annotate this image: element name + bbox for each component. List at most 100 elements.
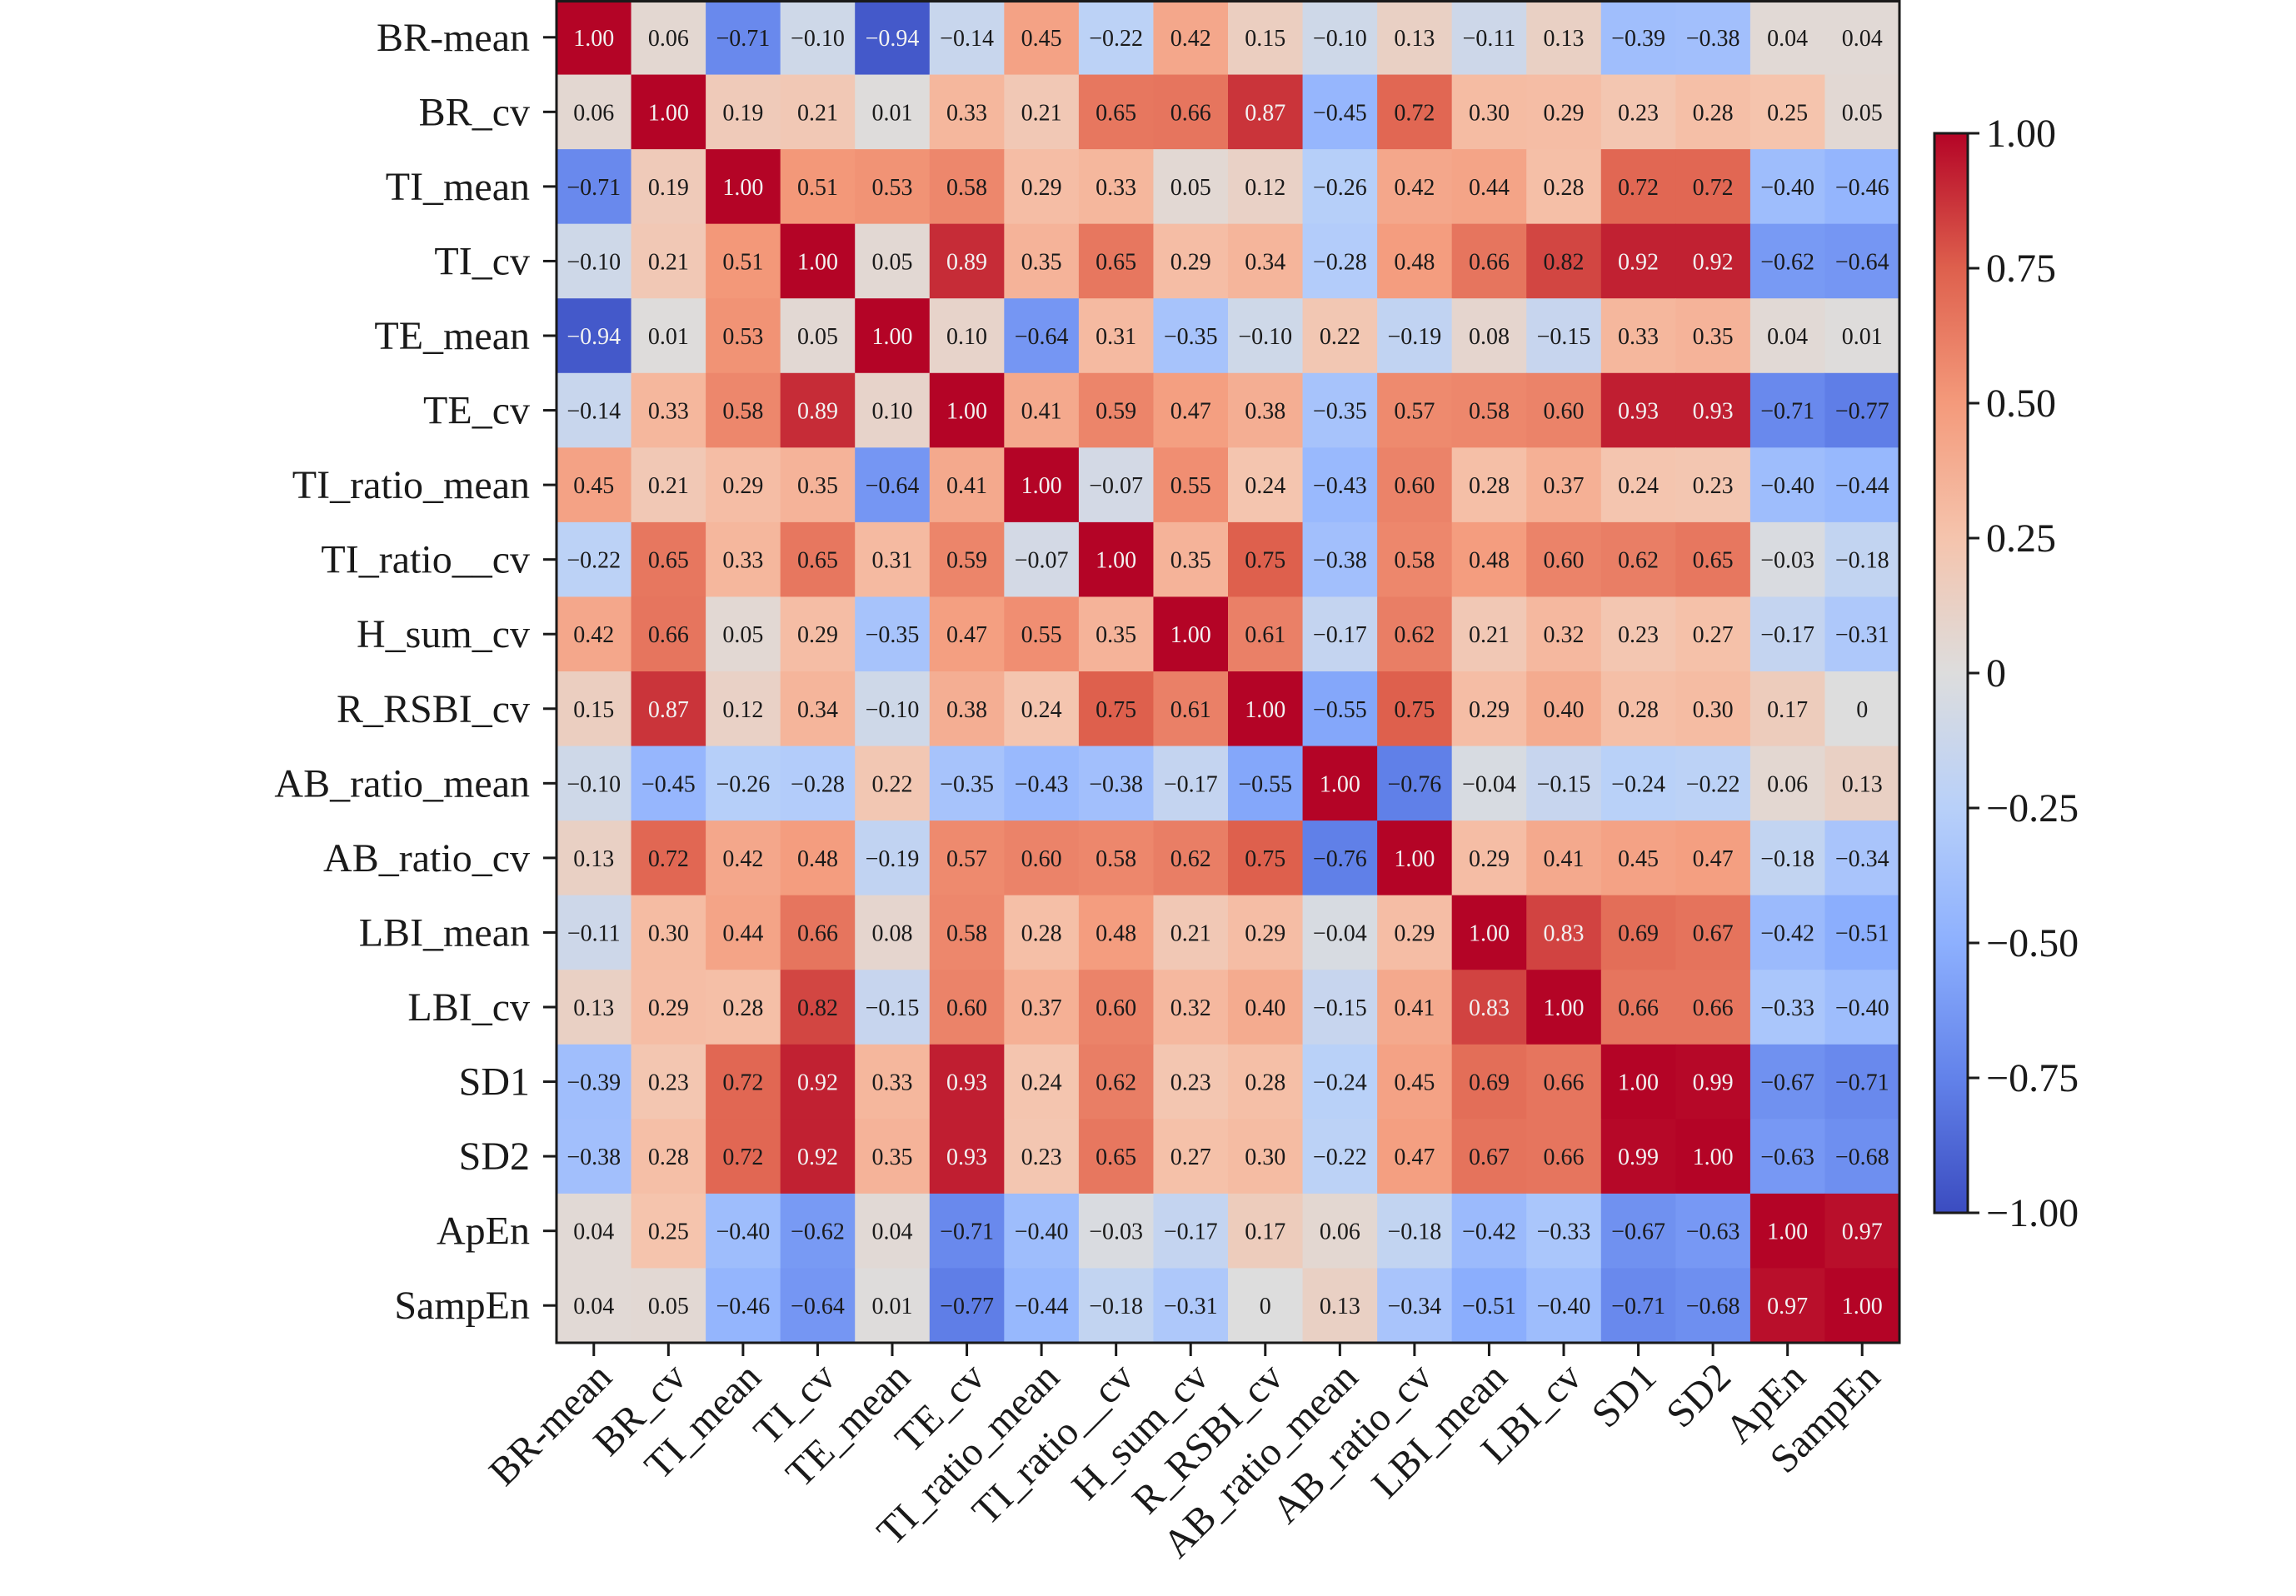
heatmap-cell (1749, 820, 1826, 896)
cell-value-label: 1.00 (1245, 697, 1285, 723)
cell-value-label: 0.87 (648, 697, 689, 723)
heatmap-cell (1451, 1119, 1527, 1195)
heatmap-cell (1228, 1044, 1304, 1120)
cell-value-label: 0.28 (1245, 1070, 1285, 1096)
heatmap-cell (929, 1119, 1005, 1195)
cell-value-label: −0.18 (1835, 548, 1889, 574)
heatmap-cell (1004, 1119, 1080, 1195)
heatmap-cell (1377, 0, 1453, 76)
cell-value-label: 0.42 (722, 846, 763, 872)
heatmap-cell (929, 895, 1005, 970)
cell-value-label: 0.29 (1021, 175, 1062, 201)
row-label: AB_ratio_mean (274, 761, 530, 805)
cell-value-label: 0.67 (1693, 920, 1734, 946)
heatmap-cell (557, 521, 632, 598)
heatmap-cell (1078, 1044, 1155, 1120)
heatmap-cell (1377, 1119, 1453, 1195)
heatmap-cell (1153, 1268, 1229, 1344)
heatmap-cell (1824, 521, 1900, 598)
cell-value-label: −0.22 (1313, 1145, 1367, 1170)
heatmap-cell (1600, 74, 1676, 150)
cell-value-label: 0.30 (1469, 100, 1510, 126)
cell-value-label: −0.67 (1611, 1219, 1665, 1245)
heatmap-cell (1675, 521, 1751, 598)
cell-value-label: 0.87 (1245, 100, 1285, 126)
cell-value-label: 0.47 (1170, 399, 1211, 425)
heatmap-cell (1153, 0, 1229, 76)
heatmap-cell (780, 1193, 856, 1269)
heatmap-cell (929, 1193, 1005, 1269)
row-label: TI_mean (386, 165, 530, 209)
cell-value-label: 0.48 (1469, 548, 1510, 574)
heatmap-cell (1749, 1044, 1826, 1120)
cell-value-label: 0.31 (872, 548, 913, 574)
cell-value-label: 0.05 (648, 1294, 689, 1319)
heatmap-cell (557, 895, 632, 970)
heatmap-cell (1675, 970, 1751, 1045)
cell-value-label: 0.75 (1096, 697, 1136, 723)
cell-value-label: 0.28 (648, 1145, 689, 1170)
cell-value-label: −0.71 (1760, 399, 1814, 425)
heatmap-cell (1600, 1193, 1676, 1269)
cell-value-label: 0.04 (573, 1219, 614, 1245)
cell-value-label: 0.29 (1245, 920, 1285, 946)
heatmap-cell (1451, 447, 1527, 523)
cell-value-label: 0.19 (648, 175, 689, 201)
cell-value-label: 0.33 (1618, 324, 1659, 350)
heatmap-cell (855, 970, 931, 1045)
heatmap-cell (1749, 372, 1826, 448)
heatmap-cell (780, 970, 856, 1045)
heatmap-cell (1004, 149, 1080, 225)
cell-value-label: 0.29 (722, 473, 763, 499)
cell-value-label: 0.75 (1245, 846, 1285, 872)
cell-value-label: 0.10 (946, 324, 987, 350)
heatmap-cell (631, 74, 706, 150)
colorbar-tick-label: 0.75 (1986, 247, 2056, 291)
heatmap-cell (1302, 671, 1378, 747)
cell-value-label: −0.35 (940, 771, 994, 797)
cell-value-label: 1.00 (1469, 920, 1510, 946)
row-label: AB_ratio_cv (323, 836, 530, 880)
cell-value-label: 1.00 (1544, 995, 1585, 1021)
heatmap-cell (1302, 521, 1378, 598)
cell-value-label: −0.45 (641, 771, 696, 797)
heatmap-cell (1675, 820, 1751, 896)
cell-value-label: 0.01 (872, 1294, 913, 1319)
heatmap-cell (557, 970, 632, 1045)
heatmap-cell (1078, 820, 1155, 896)
row-label: SampEn (394, 1284, 530, 1328)
cell-value-label: 0.60 (1021, 846, 1062, 872)
cell-value-label: 0.66 (1469, 249, 1510, 275)
heatmap-cell (1377, 746, 1453, 821)
cell-value-label: −0.33 (1537, 1219, 1591, 1245)
cell-value-label: 1.00 (1021, 473, 1062, 499)
cell-value-label: 0.69 (1469, 1070, 1510, 1096)
heatmap-frame (555, 0, 1901, 1344)
cell-value-label: 0.21 (1469, 622, 1510, 648)
cell-value-label: 0.01 (1842, 324, 1883, 350)
heatmap-cell (706, 74, 781, 150)
cell-value-label: 1.00 (648, 100, 689, 126)
cell-value-label: −0.51 (1462, 1294, 1516, 1319)
cell-value-label: −0.44 (1835, 473, 1889, 499)
cell-value-label: −0.44 (1015, 1294, 1069, 1319)
heatmap-cell (1078, 1268, 1155, 1344)
cell-value-label: 0.12 (722, 697, 763, 723)
heatmap-cell (706, 671, 781, 747)
heatmap-cell (1228, 596, 1304, 672)
colorbar-gradient (1933, 132, 1969, 1214)
heatmap-cell (1078, 895, 1155, 970)
cell-value-label: 1.00 (1842, 1294, 1883, 1319)
heatmap-cell (1526, 447, 1602, 523)
cell-value-label: 0.40 (1544, 697, 1585, 723)
cell-value-label: −0.40 (716, 1219, 770, 1245)
cell-value-label: −0.39 (1611, 26, 1665, 52)
heatmap-cell (1526, 74, 1602, 150)
cell-value-label: 0.29 (1544, 100, 1585, 126)
heatmap-cell (1824, 1044, 1900, 1120)
heatmap-cell (706, 298, 781, 374)
cell-value-label: 0.32 (1170, 995, 1211, 1021)
cell-value-label: 0.37 (1544, 473, 1585, 499)
heatmap-cell (1451, 372, 1527, 448)
heatmap-cell (1078, 74, 1155, 150)
